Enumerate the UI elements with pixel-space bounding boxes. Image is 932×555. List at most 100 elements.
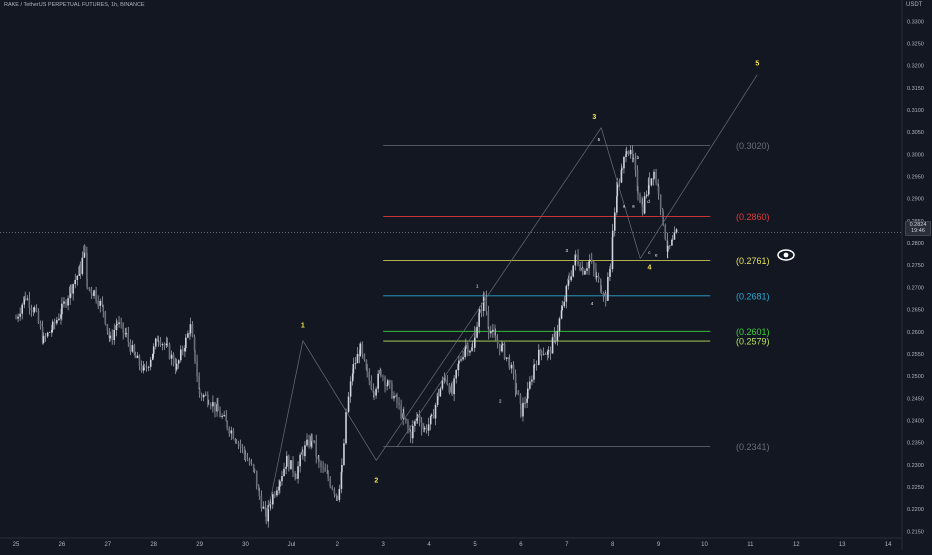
- elliott-wave-line: [376, 127, 602, 461]
- candle: [204, 391, 207, 396]
- time-tick-label: 25: [13, 542, 20, 548]
- candle: [441, 376, 444, 391]
- candle: [234, 437, 237, 444]
- candle: [221, 413, 223, 420]
- candle: [600, 285, 603, 294]
- candle: [395, 394, 397, 398]
- candle: [65, 299, 67, 309]
- candle: [641, 198, 644, 216]
- time-tick-label: 7: [565, 542, 569, 548]
- candle: [503, 342, 506, 360]
- candle: [48, 331, 51, 334]
- sub-wave-label: 3: [566, 248, 569, 253]
- candle: [149, 356, 152, 371]
- candle: [529, 376, 531, 391]
- candle: [487, 326, 490, 340]
- candle: [425, 424, 428, 434]
- candle: [177, 359, 180, 369]
- candle: [202, 393, 205, 402]
- candle: [574, 250, 577, 271]
- candle: [84, 245, 86, 257]
- candle: [338, 484, 341, 503]
- candle: [90, 286, 93, 300]
- candle: [67, 295, 69, 311]
- elliott-wave-line: [302, 340, 377, 461]
- candle: [145, 361, 148, 372]
- candle: [347, 391, 350, 414]
- candle: [253, 468, 256, 474]
- candle: [629, 145, 632, 159]
- time-tick-label: 2: [336, 542, 340, 548]
- candle: [382, 374, 384, 382]
- candle: [356, 347, 359, 364]
- time-tick-label: 5: [473, 542, 477, 548]
- candle: [666, 240, 669, 259]
- eye-icon[interactable]: [777, 248, 795, 261]
- candle: [37, 308, 40, 325]
- candle: [326, 464, 329, 475]
- candle: [547, 346, 550, 359]
- candle: [51, 324, 53, 337]
- candle: [113, 323, 116, 345]
- candle: [147, 365, 150, 372]
- candle: [510, 362, 513, 374]
- candle: [368, 368, 371, 386]
- time-tick-label: 8: [611, 542, 615, 548]
- candle: [237, 440, 240, 450]
- candle: [104, 310, 107, 326]
- candle: [634, 152, 637, 177]
- candle: [508, 354, 511, 370]
- candle: [398, 396, 400, 410]
- candle: [207, 399, 210, 406]
- price-tick-label: 0.3000: [907, 152, 924, 158]
- candle: [279, 479, 281, 494]
- candle: [17, 313, 19, 323]
- candle: [453, 375, 455, 402]
- candle: [483, 292, 485, 299]
- sub-wave-label: 1: [476, 283, 479, 288]
- price-tick-label: 0.2400: [907, 418, 924, 424]
- candle: [28, 291, 31, 315]
- candle: [294, 470, 296, 481]
- candle: [329, 475, 331, 489]
- candle: [154, 337, 157, 350]
- candle: [448, 382, 451, 395]
- candle: [61, 297, 63, 321]
- candle: [414, 419, 416, 432]
- candle: [142, 361, 145, 374]
- sub-wave-label: 5: [598, 137, 601, 142]
- candle: [389, 379, 391, 389]
- candle: [423, 426, 426, 433]
- sub-wave-label: a: [623, 204, 626, 209]
- candle: [308, 434, 310, 449]
- candle: [106, 323, 109, 335]
- candle: [625, 148, 627, 163]
- candle: [102, 304, 105, 318]
- time-tick-label: 26: [59, 542, 66, 548]
- candle: [23, 295, 26, 309]
- candle: [639, 192, 641, 204]
- level-label: (0.2579): [736, 337, 770, 347]
- candle: [579, 261, 581, 272]
- elliott-wave-line: [639, 74, 758, 259]
- candle: [297, 461, 299, 484]
- candle: [72, 283, 74, 301]
- candle: [533, 358, 535, 383]
- candle: [352, 357, 355, 379]
- candle: [526, 381, 529, 400]
- candle: [93, 289, 95, 299]
- candle: [637, 186, 639, 201]
- sub-wave-label: c: [648, 250, 651, 255]
- candle: [659, 194, 662, 216]
- price-tick-label: 0.2500: [907, 374, 924, 380]
- candle: [565, 284, 568, 309]
- candle: [252, 463, 255, 473]
- candle: [446, 375, 449, 386]
- candle: [432, 408, 435, 419]
- candle: [136, 352, 139, 359]
- candle: [260, 490, 263, 512]
- candle: [570, 270, 572, 282]
- candle: [505, 357, 508, 362]
